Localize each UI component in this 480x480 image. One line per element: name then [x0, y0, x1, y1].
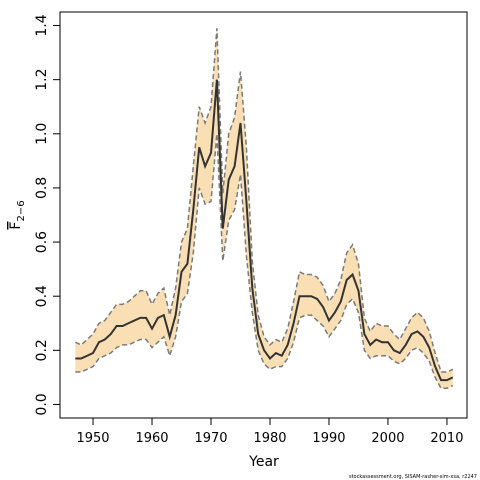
x-tick-label: 1950 — [76, 431, 109, 446]
x-axis-label: Year — [248, 454, 279, 470]
confidence-band — [75, 28, 453, 389]
y-axis-label-main: F — [8, 222, 24, 230]
footnote: stockassessment.org, SISAM-rasher-sim-xs… — [349, 474, 477, 480]
x-tick-label: 1970 — [194, 431, 227, 446]
x-tick-label: 2010 — [430, 431, 463, 446]
y-tick-label: 0.8 — [34, 177, 50, 199]
lower-bound-line — [75, 133, 454, 389]
y-tick-label: 1.2 — [34, 69, 50, 91]
x-tick-label: 1980 — [253, 431, 286, 446]
y-tick-label: 0.6 — [34, 231, 50, 253]
y-axis-label-sub: 2−6 — [16, 200, 27, 221]
y-axis-label: F2−6 — [8, 200, 27, 229]
y-tick-label: 1.0 — [34, 123, 50, 145]
x-tick-label: 1960 — [135, 431, 168, 446]
y-tick-label: 0.4 — [34, 285, 50, 307]
y-tick-label: 0.0 — [34, 393, 50, 415]
y-tick-label: 0.2 — [34, 339, 50, 361]
x-tick-label: 2000 — [371, 431, 404, 446]
y-tick-label: 1.4 — [34, 14, 50, 36]
plot-frame — [59, 11, 468, 419]
estimate-line — [75, 79, 454, 382]
x-tick-label: 1990 — [312, 431, 345, 446]
